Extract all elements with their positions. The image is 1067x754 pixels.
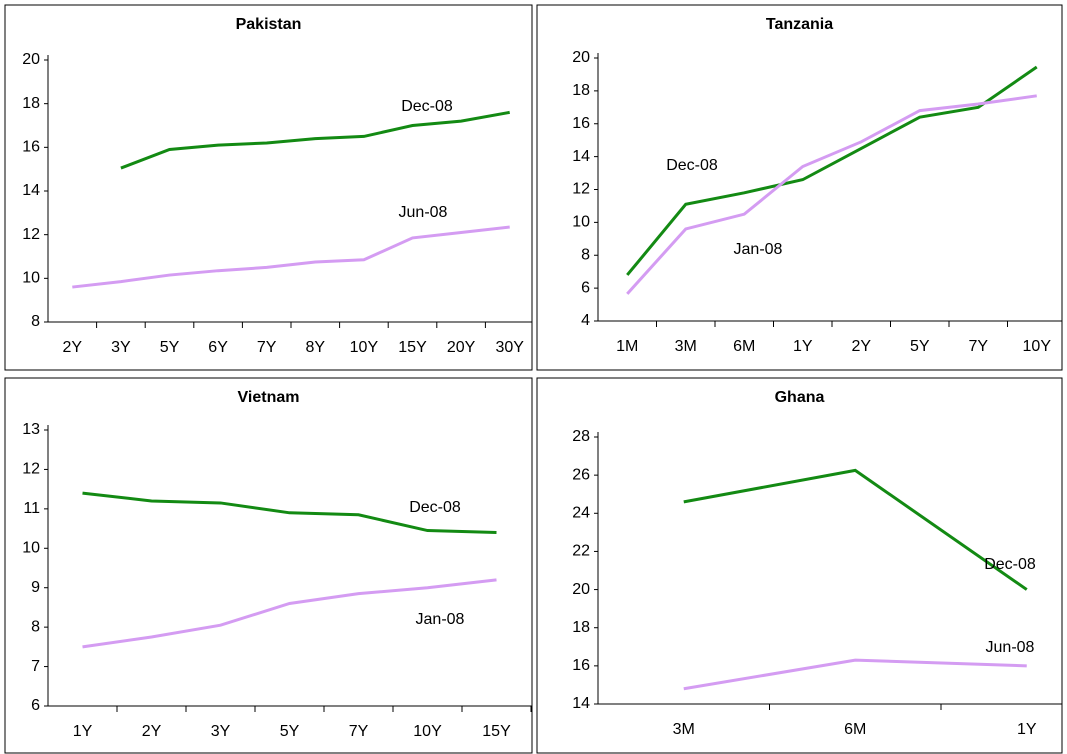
series-label: Dec-08 xyxy=(401,98,453,115)
series-line xyxy=(82,578,497,649)
series-line xyxy=(683,468,1028,591)
y-tick-label: 18 xyxy=(22,95,40,112)
x-tick-label: 5Y xyxy=(280,723,300,740)
x-tick-label: 1M xyxy=(616,338,638,355)
y-tick-label: 11 xyxy=(23,500,40,517)
y-tick-label: 8 xyxy=(581,246,590,263)
y-tick-label: 9 xyxy=(31,579,40,596)
x-tick-label: 3Y xyxy=(111,339,131,356)
x-tick-label: 2Y xyxy=(851,338,871,355)
series-line xyxy=(82,491,497,535)
series-label: Dec-08 xyxy=(984,556,1036,573)
y-tick-label: 14 xyxy=(572,148,590,165)
y-tick-label: 8 xyxy=(31,313,40,330)
y-tick-label: 7 xyxy=(31,658,40,675)
x-tick-label: 15Y xyxy=(482,723,511,740)
panel-border xyxy=(4,377,533,754)
x-tick-label: 7Y xyxy=(349,723,369,740)
y-tick-label: 28 xyxy=(572,428,590,445)
series-line xyxy=(626,65,1038,276)
series-line xyxy=(626,94,1037,295)
x-tick-label: 6M xyxy=(733,338,755,355)
series-label: Jan-08 xyxy=(734,241,783,258)
x-tick-label: 2Y xyxy=(63,339,83,356)
x-tick-label: 10Y xyxy=(1023,338,1052,355)
x-tick-label: 10Y xyxy=(413,723,442,740)
y-tick-label: 6 xyxy=(581,279,590,296)
y-tick-label: 22 xyxy=(572,543,590,560)
x-tick-label: 2Y xyxy=(142,723,162,740)
y-tick-label: 10 xyxy=(572,214,590,231)
series-label: Jan-08 xyxy=(416,611,465,628)
x-tick-label: 7Y xyxy=(257,339,277,356)
y-tick-label: 20 xyxy=(572,49,590,66)
y-tick-label: 20 xyxy=(572,581,590,598)
y-tick-label: 18 xyxy=(572,82,590,99)
series-label: Jun-08 xyxy=(399,204,448,221)
x-tick-label: 1Y xyxy=(73,723,93,740)
y-tick-label: 12 xyxy=(22,226,40,243)
y-tick-label: 12 xyxy=(572,181,590,198)
series-line xyxy=(120,110,510,170)
y-tick-label: 4 xyxy=(581,312,590,329)
x-tick-label: 5Y xyxy=(160,339,180,356)
x-tick-label: 7Y xyxy=(968,338,988,355)
y-tick-label: 16 xyxy=(572,657,590,674)
series-label: Dec-08 xyxy=(409,499,461,516)
panel-border xyxy=(4,4,533,371)
x-tick-label: 6M xyxy=(844,721,866,738)
y-tick-label: 18 xyxy=(572,619,590,636)
y-tick-label: 16 xyxy=(22,139,40,156)
x-tick-label: 30Y xyxy=(495,339,524,356)
x-tick-label: 15Y xyxy=(398,339,427,356)
y-tick-label: 24 xyxy=(572,505,590,522)
x-tick-label: 5Y xyxy=(910,338,930,355)
y-tick-label: 16 xyxy=(572,115,590,132)
x-tick-label: 1Y xyxy=(793,338,813,355)
x-tick-label: 20Y xyxy=(447,339,476,356)
series-line xyxy=(72,225,510,289)
series-line xyxy=(683,658,1027,691)
series-label: Dec-08 xyxy=(666,157,718,174)
y-tick-label: 14 xyxy=(572,695,590,712)
y-tick-label: 10 xyxy=(22,270,40,287)
x-tick-label: 1Y xyxy=(1017,721,1037,738)
y-tick-label: 14 xyxy=(22,182,40,199)
x-tick-label: 3Y xyxy=(211,723,231,740)
chart-title: Pakistan xyxy=(236,16,302,33)
y-tick-label: 8 xyxy=(31,618,40,635)
panel-border xyxy=(536,377,1063,754)
y-tick-label: 20 xyxy=(22,51,40,68)
y-tick-label: 6 xyxy=(31,697,40,714)
x-tick-label: 10Y xyxy=(350,339,379,356)
panel-border xyxy=(536,4,1063,371)
chart-title: Vietnam xyxy=(238,389,300,406)
chart-title: Tanzania xyxy=(766,16,833,33)
y-tick-label: 26 xyxy=(572,466,590,483)
y-tick-label: 12 xyxy=(22,461,40,478)
y-tick-label: 10 xyxy=(22,540,40,557)
chart-title: Ghana xyxy=(775,389,825,406)
x-tick-label: 6Y xyxy=(208,339,228,356)
x-tick-label: 3M xyxy=(673,721,695,738)
x-tick-label: 8Y xyxy=(306,339,326,356)
x-tick-label: 3M xyxy=(675,338,697,355)
y-tick-label: 13 xyxy=(22,421,40,438)
series-label: Jun-08 xyxy=(986,639,1035,656)
